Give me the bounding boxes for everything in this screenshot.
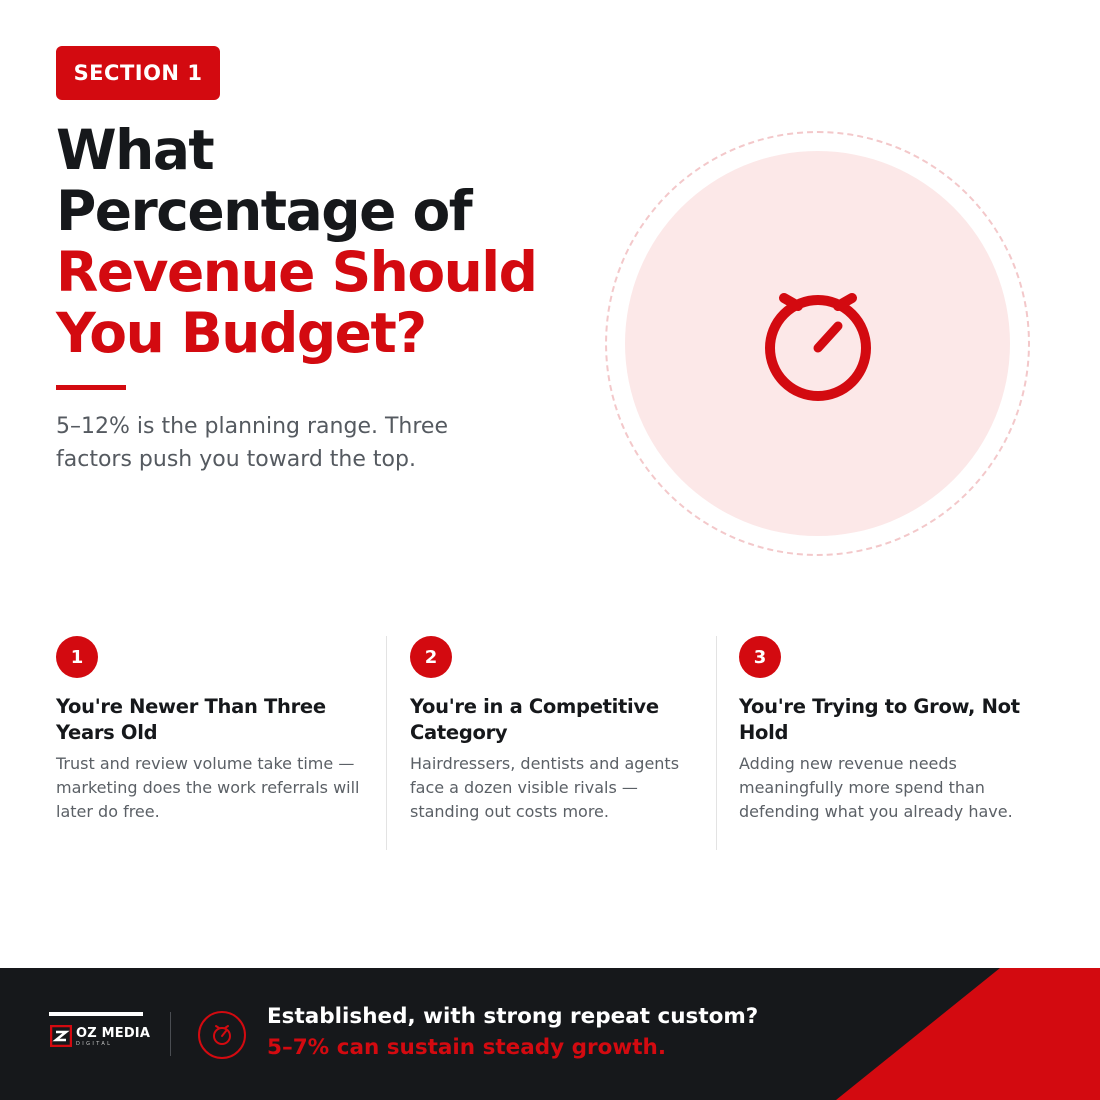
factor-number-badge: 3 bbox=[739, 636, 781, 678]
factor-card-1: 1 You're Newer Than Three Years Old Trus… bbox=[56, 636, 368, 824]
factor-body: Trust and review volume take time — mark… bbox=[56, 754, 360, 821]
title-line-1: What bbox=[56, 118, 215, 182]
factor-card-2: 2 You're in a Competitive Category Haird… bbox=[410, 636, 700, 824]
factor-number-badge: 1 bbox=[56, 636, 98, 678]
stopwatch-icon bbox=[765, 293, 871, 401]
hero-dashed-ring bbox=[605, 131, 1030, 556]
title-underline bbox=[56, 385, 126, 390]
factor-divider bbox=[386, 636, 387, 850]
oz-logo-icon bbox=[50, 1025, 72, 1047]
title-line-4: You Budget? bbox=[56, 301, 427, 365]
footer-divider bbox=[170, 1012, 171, 1056]
logo-bar bbox=[49, 1012, 143, 1016]
section-badge: SECTION 1 bbox=[56, 46, 220, 100]
factor-card-3: 3 You're Trying to Grow, Not Hold Adding… bbox=[739, 636, 1039, 824]
factor-body: Hairdressers, dentists and agents face a… bbox=[410, 754, 680, 821]
subtitle: 5–12% is the planning range. Three facto… bbox=[56, 414, 448, 472]
factor-number-badge: 2 bbox=[410, 636, 452, 678]
title-line-2: Percentage of bbox=[56, 179, 473, 243]
factor-title: You're in a Competitive Category bbox=[410, 695, 659, 744]
factor-divider bbox=[716, 636, 717, 850]
factor-title: You're Trying to Grow, Not Hold bbox=[739, 695, 1020, 744]
title-line-3: Revenue Should bbox=[56, 240, 538, 304]
page-title: What Percentage of Revenue Should You Bu… bbox=[56, 120, 576, 364]
footer-highlight: 5–7% can sustain steady growth. bbox=[267, 1035, 667, 1060]
footer-banner: OZ MEDIA DIGITAL Established, with stron… bbox=[0, 968, 1100, 1100]
footer-red-corner bbox=[836, 968, 1100, 1100]
factor-title: You're Newer Than Three Years Old bbox=[56, 695, 326, 744]
logo-subtext: DIGITAL bbox=[76, 1041, 113, 1047]
logo-name: OZ MEDIA bbox=[76, 1026, 151, 1041]
factor-body: Adding new revenue needs meaningfully mo… bbox=[739, 754, 1013, 821]
stopwatch-icon bbox=[198, 1011, 246, 1059]
footer-heading: Established, with strong repeat custom? bbox=[267, 1004, 759, 1029]
